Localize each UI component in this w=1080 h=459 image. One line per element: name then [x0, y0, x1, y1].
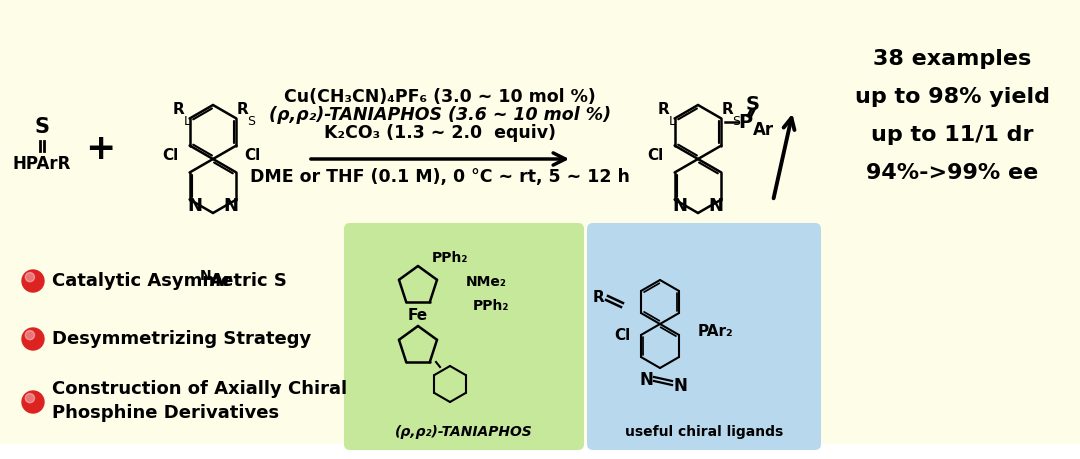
Text: up to 98% yield: up to 98% yield [854, 87, 1050, 107]
Text: Ar: Ar [210, 272, 233, 290]
Text: S: S [247, 115, 255, 128]
Text: Cl: Cl [613, 329, 630, 343]
Text: N: N [639, 371, 653, 389]
Text: 38 examples: 38 examples [873, 49, 1031, 69]
Text: N: N [188, 197, 203, 215]
Text: Cl: Cl [162, 149, 178, 163]
Text: useful chiral ligands: useful chiral ligands [625, 425, 783, 439]
Circle shape [22, 270, 44, 292]
Text: Ar: Ar [753, 121, 773, 139]
Text: L: L [669, 115, 676, 128]
Circle shape [22, 328, 44, 350]
Text: S: S [732, 115, 740, 128]
Text: S: S [746, 95, 760, 113]
Text: R: R [237, 102, 248, 118]
Text: up to 11/1 dr: up to 11/1 dr [870, 125, 1034, 145]
Text: N: N [200, 269, 212, 283]
Text: Construction of Axially Chiral: Construction of Axially Chiral [52, 380, 347, 398]
Text: PPh₂: PPh₂ [473, 299, 510, 313]
Text: Cl: Cl [244, 149, 260, 163]
Text: PAr₂: PAr₂ [698, 325, 733, 340]
Text: HPArR: HPArR [13, 155, 71, 173]
Text: R: R [721, 102, 733, 118]
Text: PPh₂: PPh₂ [432, 251, 469, 265]
FancyBboxPatch shape [345, 223, 584, 450]
Bar [0, 444, 1080, 459]
Text: N: N [224, 197, 239, 215]
Text: L: L [184, 115, 191, 128]
Circle shape [25, 393, 35, 403]
Text: Desymmetrizing Strategy: Desymmetrizing Strategy [52, 330, 311, 348]
Text: Cl: Cl [647, 149, 663, 163]
Text: R: R [592, 291, 604, 306]
Text: N: N [673, 377, 687, 395]
Text: (ρ,ρ₂)-TANIAPHOS: (ρ,ρ₂)-TANIAPHOS [395, 425, 532, 439]
FancyBboxPatch shape [588, 223, 821, 450]
Text: +: + [85, 132, 116, 166]
Text: S: S [35, 117, 50, 137]
Text: Phosphine Derivatives: Phosphine Derivatives [52, 404, 279, 422]
Text: Cu(CH₃CN)₄PF₆ (3.0 ~ 10 mol %): Cu(CH₃CN)₄PF₆ (3.0 ~ 10 mol %) [284, 88, 596, 106]
Text: R: R [657, 102, 669, 118]
Text: K₂CO₃ (1.3 ~ 2.0  equiv): K₂CO₃ (1.3 ~ 2.0 equiv) [324, 124, 556, 142]
Circle shape [25, 273, 35, 282]
Circle shape [25, 330, 35, 340]
Circle shape [22, 391, 44, 413]
Text: (ρ,ρ₂)-TANIAPHOS (3.6 ~ 10 mol %): (ρ,ρ₂)-TANIAPHOS (3.6 ~ 10 mol %) [269, 106, 611, 124]
Text: Catalytic Asymmetric S: Catalytic Asymmetric S [52, 272, 287, 290]
Text: N: N [708, 197, 724, 215]
Text: DME or THF (0.1 M), 0 °C ~ rt, 5 ~ 12 h: DME or THF (0.1 M), 0 °C ~ rt, 5 ~ 12 h [251, 168, 630, 186]
Text: Fe: Fe [408, 308, 428, 324]
Text: NMe₂: NMe₂ [465, 275, 507, 289]
Text: N: N [673, 197, 688, 215]
Text: R: R [172, 102, 184, 118]
Text: P: P [738, 112, 752, 131]
Text: 94%->99% ee: 94%->99% ee [866, 163, 1038, 183]
